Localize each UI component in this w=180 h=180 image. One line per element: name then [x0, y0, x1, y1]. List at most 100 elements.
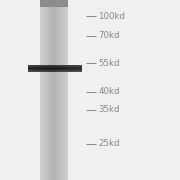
Bar [38, 70, 39, 71]
Bar [49, 0, 50, 180]
Bar [76, 65, 77, 66]
Bar [60, 66, 61, 67]
Bar [70, 67, 71, 68]
Bar [39, 71, 40, 72]
Bar [73, 68, 74, 69]
Bar [37, 67, 38, 68]
Bar [63, 69, 64, 70]
Bar [32, 66, 33, 67]
Bar [29, 70, 30, 71]
Bar [37, 66, 38, 67]
Bar [28, 66, 29, 67]
Bar [37, 69, 38, 70]
Bar [58, 68, 59, 69]
Bar [81, 70, 82, 71]
Bar [46, 70, 47, 71]
Bar [40, 65, 41, 66]
Bar [53, 69, 54, 70]
Bar [37, 71, 38, 72]
Bar [64, 66, 65, 67]
Bar [39, 70, 40, 71]
Bar [40, 0, 68, 7]
Bar [57, 67, 58, 68]
Bar [34, 68, 35, 69]
Bar [73, 70, 74, 71]
Bar [31, 70, 32, 71]
Bar [48, 70, 49, 71]
Bar [51, 65, 52, 66]
Bar [80, 69, 81, 70]
Bar [46, 66, 47, 67]
Bar [38, 65, 39, 66]
Bar [74, 70, 75, 71]
Bar [53, 0, 54, 180]
Bar [74, 65, 75, 66]
Bar [57, 0, 58, 180]
Bar [41, 69, 42, 70]
Bar [32, 69, 33, 70]
Bar [47, 69, 48, 70]
Bar [66, 0, 67, 180]
Bar [72, 71, 73, 72]
Bar [45, 65, 46, 66]
Bar [59, 0, 60, 180]
Bar [81, 71, 82, 72]
Bar [40, 70, 41, 71]
Bar [71, 67, 72, 68]
Bar [64, 69, 65, 70]
Bar [71, 70, 72, 71]
Bar [40, 67, 41, 68]
Bar [49, 67, 50, 68]
Bar [55, 68, 56, 69]
Bar [36, 68, 37, 69]
Bar [65, 67, 66, 68]
Bar [46, 71, 47, 72]
Bar [50, 69, 51, 70]
Bar [47, 68, 48, 69]
Bar [58, 0, 59, 180]
Bar [80, 66, 81, 67]
Bar [59, 67, 60, 68]
Bar [59, 66, 60, 67]
Bar [55, 66, 56, 67]
Bar [39, 67, 40, 68]
Bar [36, 67, 37, 68]
Bar [43, 68, 44, 69]
Bar [51, 69, 52, 70]
Bar [52, 67, 53, 68]
Bar [80, 67, 81, 68]
Bar [32, 70, 33, 71]
Bar [68, 67, 69, 68]
Bar [63, 71, 64, 72]
Bar [33, 71, 34, 72]
Bar [37, 70, 38, 71]
Bar [31, 69, 32, 70]
Bar [46, 0, 47, 180]
Bar [36, 66, 37, 67]
Bar [78, 70, 79, 71]
Bar [63, 68, 64, 69]
Bar [79, 67, 80, 68]
Bar [67, 66, 68, 67]
Bar [40, 0, 41, 180]
Bar [43, 66, 44, 67]
Bar [36, 71, 37, 72]
Bar [49, 69, 50, 70]
Bar [46, 69, 47, 70]
Bar [44, 71, 45, 72]
Bar [42, 70, 43, 71]
Bar [71, 66, 72, 67]
Bar [49, 65, 50, 66]
Bar [41, 65, 42, 66]
Bar [50, 0, 51, 180]
Bar [43, 67, 44, 68]
Bar [64, 70, 65, 71]
Bar [48, 68, 49, 69]
Bar [66, 68, 67, 69]
Bar [61, 71, 62, 72]
Bar [31, 68, 32, 69]
Bar [45, 67, 46, 68]
Bar [44, 70, 45, 71]
Bar [34, 67, 35, 68]
Bar [66, 65, 67, 66]
